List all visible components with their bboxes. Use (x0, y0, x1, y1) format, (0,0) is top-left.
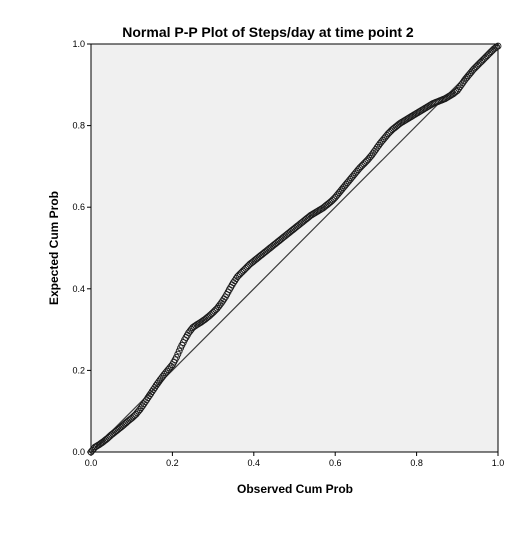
data-points (87, 42, 502, 456)
data-point (173, 353, 180, 361)
x-tick-label: 0.6 (329, 458, 342, 468)
data-point (174, 350, 182, 358)
chart-title: Normal P-P Plot of Steps/day at time poi… (122, 24, 414, 40)
data-point (175, 347, 183, 355)
y-tick-label: 0.8 (72, 121, 85, 131)
y-axis-label: Expected Cum Prob (47, 191, 61, 305)
x-tick-label: 1.0 (492, 458, 505, 468)
y-axis-ticks: 0.0 0.2 0.4 0.6 0.8 1.0 (72, 39, 91, 457)
x-tick-label: 0.0 (85, 458, 98, 468)
x-tick-label: 0.4 (248, 458, 261, 468)
data-point (493, 43, 501, 51)
data-point (494, 42, 502, 50)
x-axis-label: Observed Cum Prob (237, 482, 353, 496)
y-tick-label: 0.4 (72, 284, 85, 294)
y-tick-label: 0.2 (72, 365, 85, 375)
x-tick-label: 0.8 (410, 458, 423, 468)
y-tick-label: 0.0 (72, 447, 85, 457)
y-tick-label: 1.0 (72, 39, 85, 49)
y-tick-label: 0.6 (72, 202, 85, 212)
x-tick-label: 0.2 (166, 458, 179, 468)
x-axis-ticks: 0.0 0.2 0.4 0.6 0.8 1.0 (85, 452, 505, 468)
